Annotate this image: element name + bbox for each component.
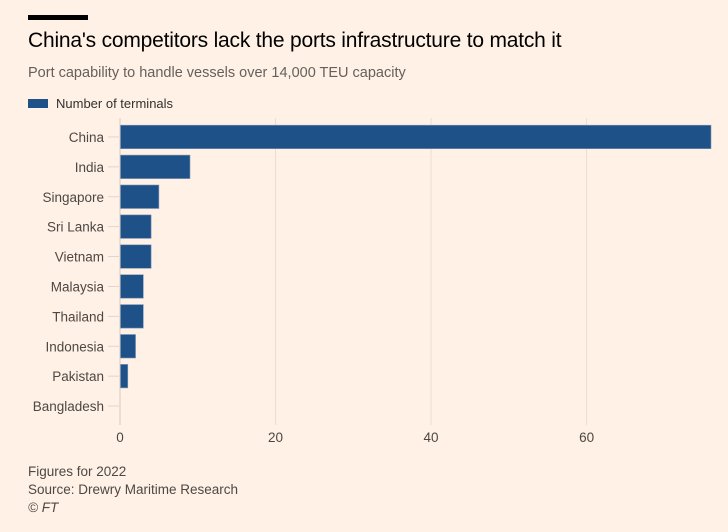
bar-indonesia [120,334,136,359]
category-label: Vietnam [55,250,104,265]
category-label: Indonesia [45,339,104,354]
category-label: Singapore [42,190,104,205]
bars [120,124,712,389]
category-label: Bangladesh [33,399,104,414]
x-axis-ticks: 0 20 40 60 [116,430,594,445]
category-labels: China India Singapore Sri Lanka Vietnam Malay… [33,130,119,414]
footer-note: Figures for 2022 [28,464,127,479]
footer-copyright: © FT [28,500,59,515]
header-accent-bar [28,15,88,20]
bar-malaysia [120,274,144,299]
footer-source: Source: Drewry Maritime Research [28,482,239,497]
chart-subtitle: Port capability to handle vessels over 1… [28,65,406,81]
x-tick-label: 60 [579,430,594,445]
bar-china [120,124,712,149]
legend: Number of terminals [28,96,173,111]
category-label: India [75,160,105,175]
bar-singapore [120,184,160,209]
x-tick-label: 0 [116,430,124,445]
legend-label: Number of terminals [56,96,174,111]
bar-vietnam [120,244,152,269]
bar-pakistan [120,364,129,389]
bar-sri-lanka [120,214,152,239]
category-label: Pakistan [52,369,104,384]
bar-india [120,154,191,179]
gridlines [119,118,588,425]
footer: Figures for 2022 Source: Drewry Maritime… [28,463,238,517]
legend-swatch [28,99,48,108]
x-tick-label: 40 [424,430,439,445]
category-label: Sri Lanka [47,220,105,235]
x-tick-label: 20 [268,430,283,445]
bar-thailand [120,304,144,329]
category-label: Malaysia [51,279,105,294]
category-label: China [69,130,105,145]
category-label: Thailand [52,309,104,324]
chart-title: China's competitors lack the ports infra… [28,29,562,52]
